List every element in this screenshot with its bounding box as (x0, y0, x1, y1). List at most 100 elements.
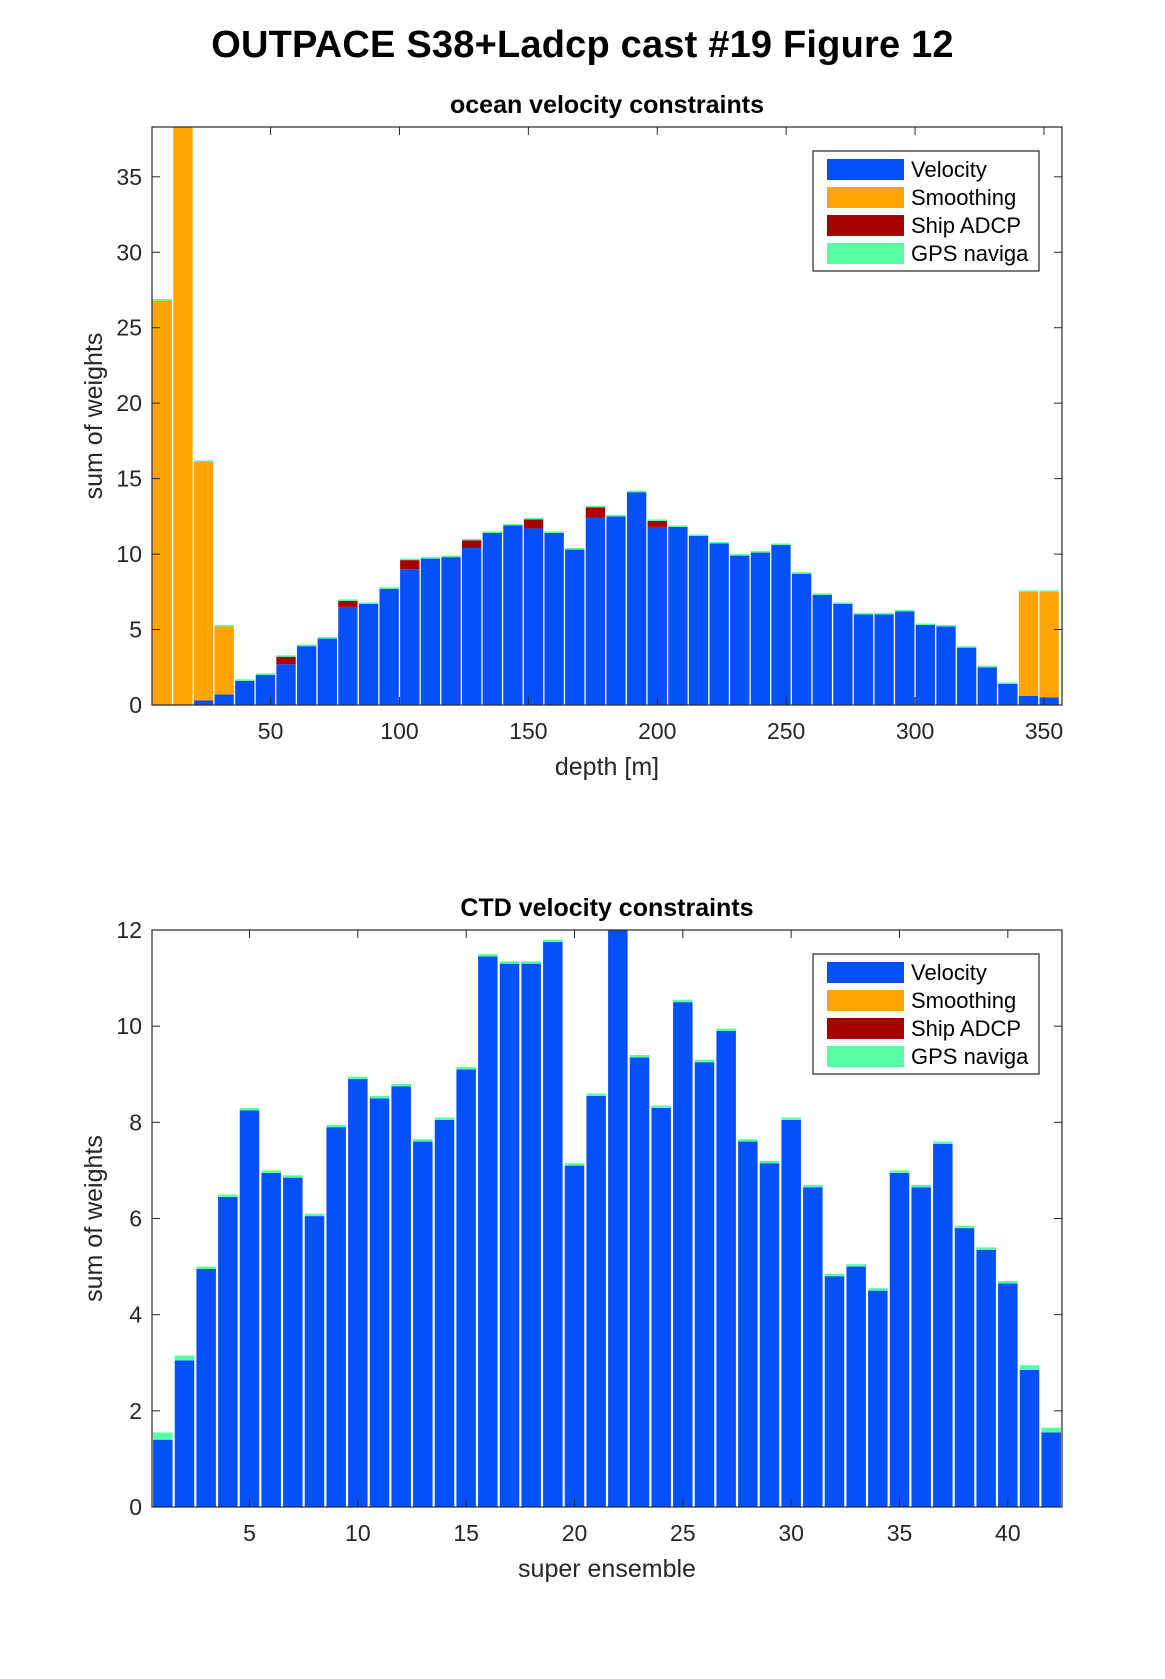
y-tick-label: 6 (129, 1206, 142, 1232)
y-tick-label: 0 (129, 1494, 142, 1520)
bar-velocity-15 (456, 1069, 476, 1507)
y-tick-label: 4 (129, 1302, 142, 1328)
bar-gps-naviga-7 (276, 655, 296, 657)
legend-label-ship-adcp: Ship ADCP (911, 1016, 1021, 1041)
bar-gps-naviga-25 (647, 519, 667, 521)
bar-smoothing-44 (1039, 591, 1059, 698)
bar-gps-naviga-7 (283, 1175, 303, 1178)
legend-label-velocity: Velocity (911, 157, 987, 182)
bar-velocity-23 (606, 516, 626, 705)
x-tick-label: 200 (638, 718, 676, 744)
y-tick-label: 10 (116, 1013, 142, 1039)
bar-velocity-5 (235, 680, 255, 705)
bar-velocity-36 (874, 614, 894, 705)
bar-velocity-29 (730, 555, 750, 705)
bar-gps-naviga-36 (911, 1184, 931, 1188)
y-tick-label: 15 (116, 466, 142, 492)
bar-velocity-31 (803, 1187, 823, 1507)
bars-group (153, 930, 1061, 1508)
x-axis-label: super ensemble (518, 1555, 696, 1583)
y-tick-label: 2 (129, 1398, 142, 1424)
legend-label-ship-adcp: Ship ADCP (911, 213, 1021, 238)
bar-velocity-10 (348, 1079, 368, 1507)
bar-gps-naviga-22 (585, 505, 606, 508)
bar-gps-naviga-21 (565, 548, 585, 550)
bar-gps-naviga-42 (1041, 1427, 1061, 1433)
bar-velocity-43 (1018, 695, 1039, 705)
bars-group (152, 127, 1059, 705)
bar-velocity-20 (544, 532, 564, 705)
bar-velocity-1 (153, 1439, 173, 1507)
chart-title: CTD velocity constraints (460, 894, 753, 922)
bar-gps-naviga-2 (174, 1355, 195, 1361)
bar-velocity-41 (977, 667, 997, 705)
chart-title: ocean velocity constraints (450, 91, 764, 119)
bar-velocity-15 (441, 557, 461, 705)
bar-velocity-39 (936, 626, 956, 705)
bar-velocity-12 (391, 1086, 411, 1507)
bar-gps-naviga-3 (193, 460, 214, 463)
bar-gps-naviga-9 (326, 1124, 346, 1128)
y-tick-label: 10 (116, 541, 142, 567)
bar-gps-naviga-27 (688, 534, 709, 536)
bar-gps-naviga-33 (846, 1264, 866, 1267)
bar-gps-naviga-31 (771, 543, 791, 546)
legend-label-gps-naviga: GPS naviga (911, 1044, 1029, 1069)
bar-gps-naviga-28 (709, 542, 729, 544)
bar-velocity-8 (304, 1216, 325, 1507)
legend-swatch-smoothing (827, 990, 904, 1011)
x-tick-label: 10 (345, 1520, 371, 1546)
bar-gps-naviga-26 (694, 1059, 715, 1063)
bar-gps-naviga-37 (933, 1141, 953, 1144)
bar-velocity-6 (255, 674, 276, 705)
bar-velocity-40 (956, 647, 977, 705)
legend: Velocity Smoothing Ship ADCP GPS naviga (812, 150, 1040, 272)
bar-gps-naviga-24 (651, 1105, 671, 1108)
bar-velocity-11 (358, 603, 379, 705)
legend-swatch-gps-naviga (827, 1046, 904, 1067)
bar-gps-naviga-11 (358, 602, 379, 604)
bar-gps-naviga-36 (874, 612, 894, 615)
bar-velocity-30 (750, 552, 771, 705)
bar-velocity-37 (895, 611, 915, 705)
bar-gps-naviga-13 (400, 558, 420, 561)
bar-velocity-32 (824, 1276, 845, 1507)
legend: Velocity Smoothing Ship ADCP GPS naviga (812, 953, 1040, 1075)
bar-gps-naviga-40 (998, 1281, 1018, 1284)
legend-swatch-smoothing (827, 187, 904, 208)
x-tick-label: 15 (453, 1520, 479, 1546)
bar-smoothing-3 (193, 462, 214, 701)
bar-gps-naviga-44 (1039, 590, 1059, 592)
bar-gps-naviga-38 (915, 623, 936, 626)
bar-velocity-22 (608, 930, 628, 1507)
bar-gps-naviga-21 (586, 1093, 606, 1096)
bar-gps-naviga-37 (895, 609, 915, 612)
bar-velocity-27 (716, 1030, 736, 1507)
bar-gps-naviga-26 (668, 525, 688, 527)
bar-gps-naviga-20 (564, 1163, 585, 1166)
bar-velocity-36 (911, 1187, 931, 1507)
bar-gps-naviga-39 (936, 625, 956, 627)
bar-ship-adcp-25 (647, 520, 667, 527)
bar-velocity-30 (781, 1119, 801, 1507)
bar-velocity-33 (812, 594, 832, 705)
bar-velocity-21 (565, 549, 585, 705)
y-tick-label: 8 (129, 1109, 142, 1135)
bar-gps-naviga-8 (297, 644, 317, 647)
bar-gps-naviga-32 (791, 572, 812, 574)
x-tick-label: 350 (1025, 718, 1063, 744)
bar-velocity-25 (673, 1002, 693, 1508)
x-axis-label: depth [m] (555, 753, 659, 781)
bar-velocity-24 (651, 1107, 671, 1507)
bar-gps-naviga-18 (521, 961, 541, 964)
bar-velocity-17 (482, 532, 502, 705)
legend-swatch-velocity (827, 962, 904, 983)
x-tick-label: 100 (380, 718, 418, 744)
bar-gps-naviga-43 (1018, 590, 1039, 592)
x-tick-label: 30 (778, 1520, 804, 1546)
bar-gps-naviga-13 (413, 1139, 433, 1142)
bar-gps-naviga-29 (759, 1160, 780, 1164)
bar-velocity-11 (369, 1098, 390, 1507)
bar-gps-naviga-25 (673, 999, 693, 1003)
bar-velocity-39 (976, 1249, 996, 1507)
